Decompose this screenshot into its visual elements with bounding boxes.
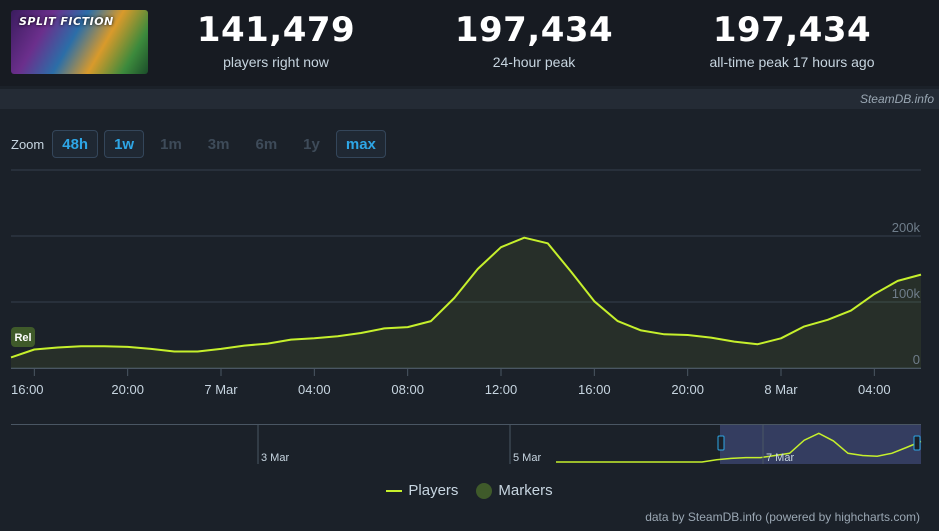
navigator-series-line xyxy=(556,432,922,463)
x-tick-label: 04:00 xyxy=(858,382,891,397)
chart-legend: Players Markers xyxy=(0,482,939,499)
release-marker-label: Rel xyxy=(14,332,31,344)
zoom-3m-button[interactable]: 3m xyxy=(207,135,230,153)
zoom-48h-button[interactable]: 48h xyxy=(52,130,99,158)
legend-players[interactable]: Players xyxy=(386,482,458,499)
players-line-icon xyxy=(386,489,403,492)
stats-header: SPLIT FICTION 141,479 players right now … xyxy=(0,0,939,86)
players-area xyxy=(11,237,921,368)
markers-dot-icon xyxy=(476,482,493,499)
current-players-label: players right now xyxy=(223,54,329,70)
y-tick-label: 200k xyxy=(892,220,921,235)
footer-credit[interactable]: data by SteamDB.info (powered by highcha… xyxy=(645,510,920,524)
legend-players-label: Players xyxy=(408,482,459,499)
separator-bar xyxy=(0,89,939,109)
current-players-value: 141,479 xyxy=(196,10,356,50)
zoom-controls: Zoom 48h 1w 1m 3m 6m 1y max xyxy=(11,130,392,158)
all-time-peak-label: all-time peak 17 hours ago xyxy=(709,54,875,70)
x-tick-label: 12:00 xyxy=(485,382,518,397)
x-tick-label: 8 Mar xyxy=(764,382,798,397)
x-tick-label: 16:00 xyxy=(578,382,611,397)
y-tick-label: 0 xyxy=(913,352,920,367)
y-tick-label: 100k xyxy=(892,286,921,301)
navigator-tick-label: 3 Mar xyxy=(261,452,289,464)
x-tick-label: 08:00 xyxy=(391,382,424,397)
release-marker-badge xyxy=(11,327,35,347)
zoom-label: Zoom xyxy=(11,136,45,152)
all-time-peak-stat: 197,434 all-time peak 17 hours ago xyxy=(690,10,894,70)
zoom-6m-button[interactable]: 6m xyxy=(255,135,278,153)
release-marker[interactable]: Rel xyxy=(11,327,35,347)
zoom-max-button[interactable]: max xyxy=(335,130,386,158)
zoom-1w-button[interactable]: 1w xyxy=(104,130,145,158)
x-tick-label: 16:00 xyxy=(11,382,44,397)
navigator-left-handle[interactable] xyxy=(717,435,725,451)
navigator-tick-label: 5 Mar xyxy=(513,452,541,464)
zoom-1m-button[interactable]: 1m xyxy=(160,135,182,153)
24h-peak-value: 197,434 xyxy=(454,10,614,50)
current-players-stat: 141,479 players right now xyxy=(196,10,356,70)
zoom-1y-button[interactable]: 1y xyxy=(303,135,320,153)
x-tick-label: 7 Mar xyxy=(204,382,238,397)
24h-peak-label: 24-hour peak xyxy=(492,54,576,70)
x-tick-label: 04:00 xyxy=(298,382,331,397)
player-count-chart[interactable]: 0 100k 200k Rel 16:00 20:00 7 Mar 04:00 08:00 12:… xyxy=(0,160,939,478)
game-logo-text: SPLIT FICTION xyxy=(19,15,114,28)
players-series-line xyxy=(10,236,922,359)
legend-markers[interactable]: Markers xyxy=(476,482,553,499)
x-tick-label: 20:00 xyxy=(671,382,704,397)
navigator-right-handle[interactable] xyxy=(913,435,921,451)
legend-markers-label: Markers xyxy=(498,482,553,499)
steamdb-credit[interactable]: SteamDB.info xyxy=(859,92,934,106)
24h-peak-stat: 197,434 24-hour peak xyxy=(454,10,614,70)
x-tick-label: 20:00 xyxy=(111,382,144,397)
navigator-tick-label: 7 Mar xyxy=(766,452,794,464)
all-time-peak-value: 197,434 xyxy=(712,10,872,50)
game-thumbnail[interactable]: SPLIT FICTION xyxy=(11,10,148,74)
